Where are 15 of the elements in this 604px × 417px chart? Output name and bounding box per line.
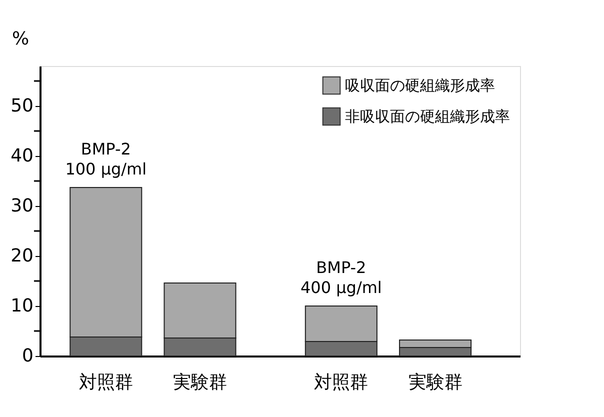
y-tick-label: 30 xyxy=(10,196,34,216)
annotation: BMP-2 400 μg/ml xyxy=(300,258,382,297)
y-tick-label: 10 xyxy=(10,296,34,316)
annotation: BMP-2 100 μg/ml xyxy=(65,140,147,178)
x-tick-label: 実験群 xyxy=(173,372,227,393)
x-tick-label: 対照群 xyxy=(314,372,368,393)
y-axis-title: % xyxy=(12,28,30,50)
x-tick-label: 対照群 xyxy=(78,372,133,393)
y-tick-label: 50 xyxy=(10,96,34,116)
y-tick-label: 0 xyxy=(22,346,34,366)
x-tick-label: 実験群 xyxy=(408,372,462,393)
legend-label: 非吸収面の硬組織形成率 xyxy=(345,108,510,126)
y-tick-label: 40 xyxy=(10,146,34,166)
y-tick-label: 20 xyxy=(10,246,34,266)
legend-label: 吸収面の硬組織形成率 xyxy=(345,76,495,94)
